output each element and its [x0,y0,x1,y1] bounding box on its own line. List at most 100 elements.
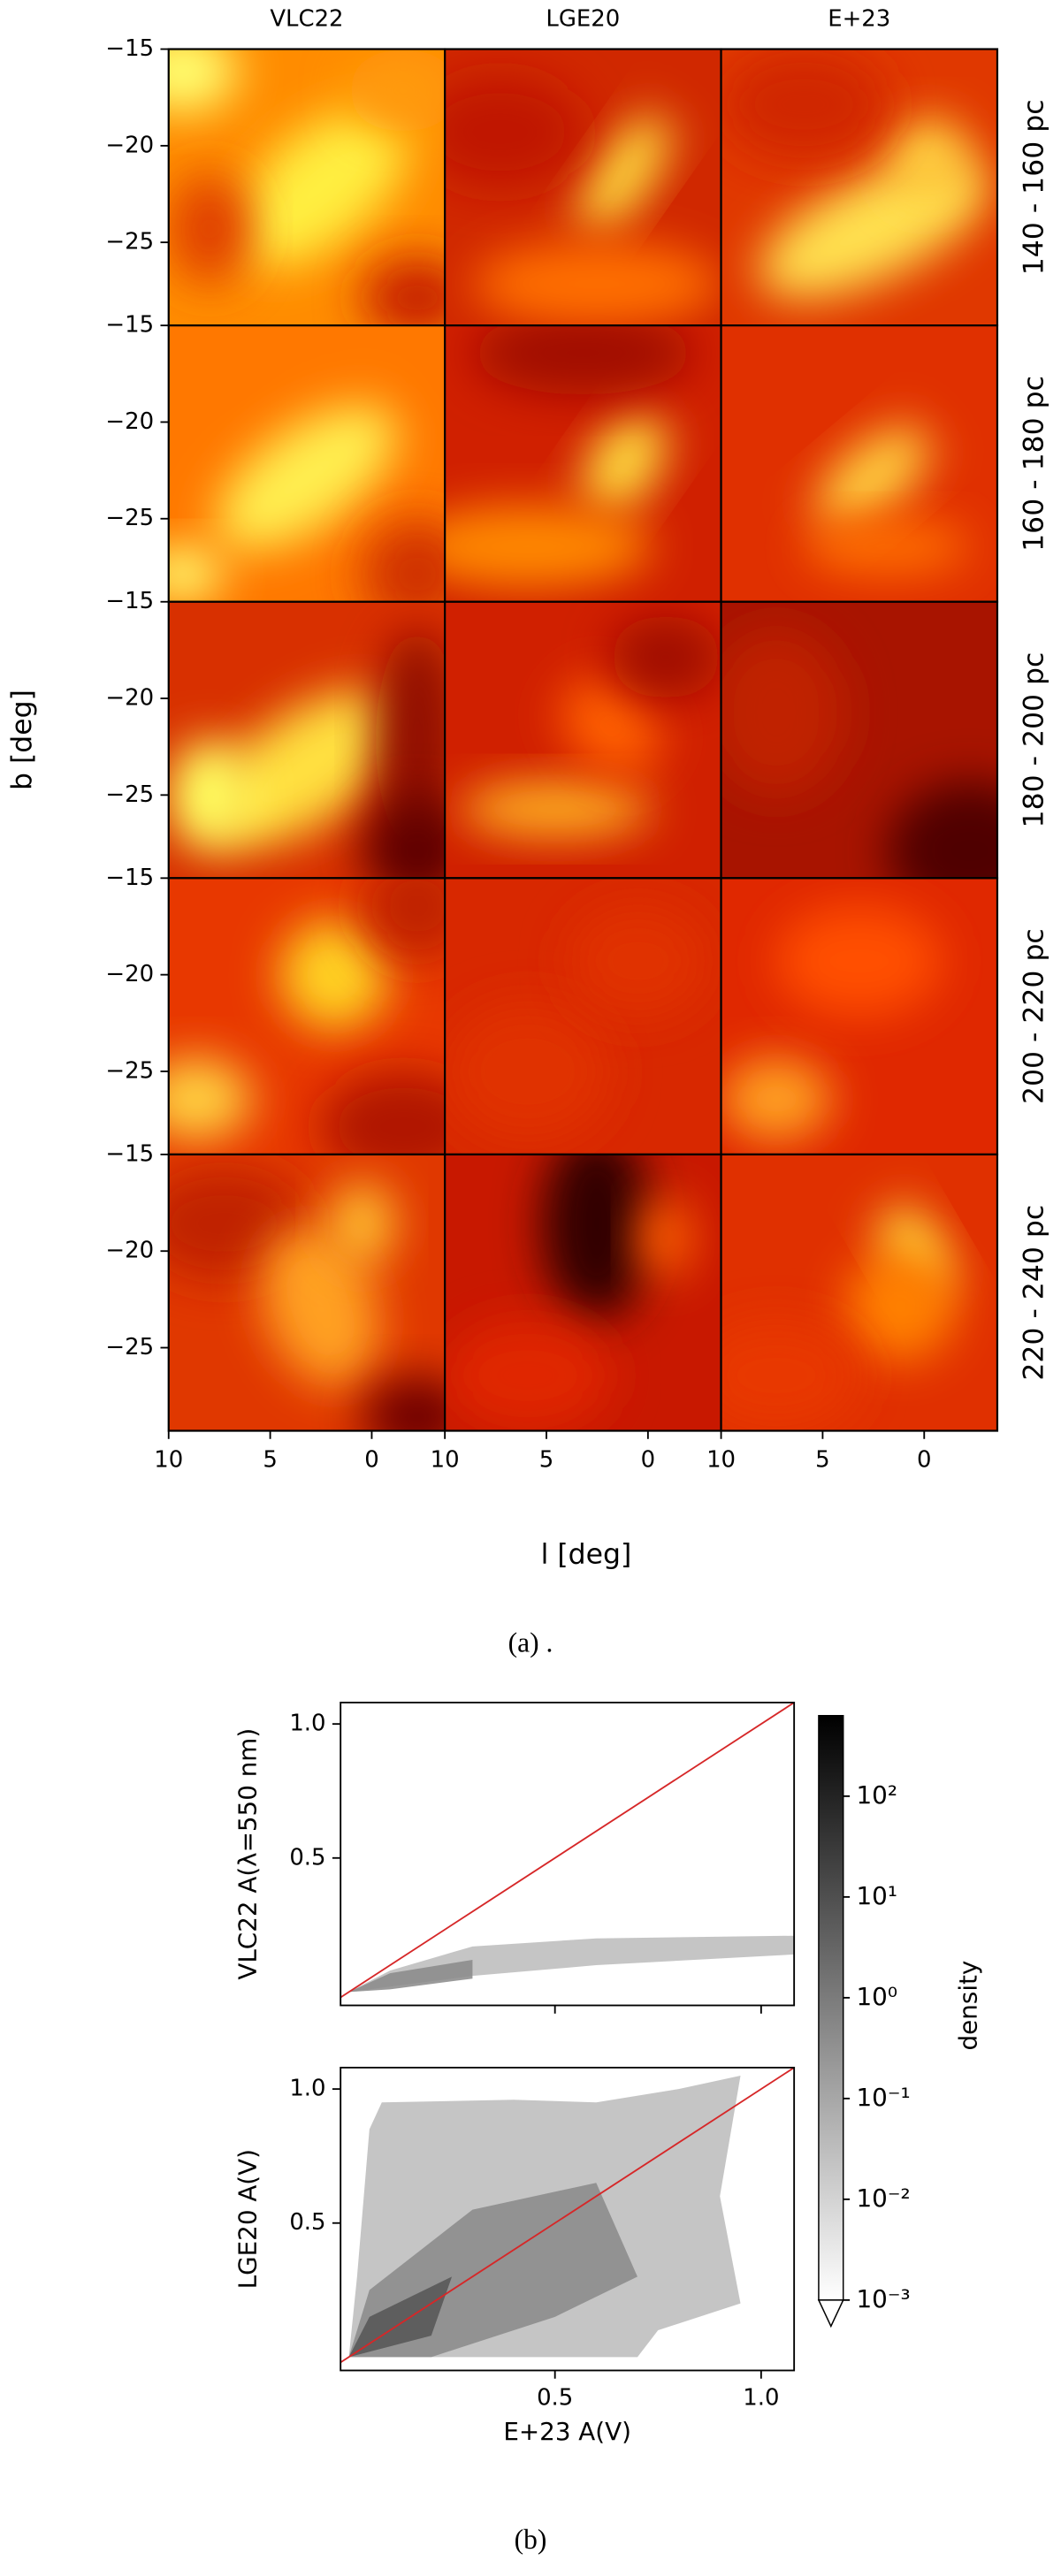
y-tick-label: −25 [105,229,154,255]
y-tick-label: −20 [105,132,154,158]
histogram [340,1702,795,1999]
density-region [348,1935,795,1993]
heatmap-panel [721,601,997,879]
heatmap-blob [362,518,446,602]
heatmap-blob [721,1320,859,1431]
heatmap-blob [721,1057,832,1141]
heatmap-blob [569,905,707,1017]
heatmap-panel [445,1154,721,1431]
heatmap-blob [216,404,398,551]
heatmap-blob [168,173,252,285]
heatmap-panel [168,601,446,879]
heatmap-blob [347,49,446,133]
row-label: 220 - 240 pc [1018,1205,1050,1381]
heatmap-blob [804,518,970,575]
x-tick-label: 5 [539,1446,553,1473]
colorbar-tick-label: 10⁻² [857,2184,911,2213]
row-label: 200 - 220 pc [1018,928,1050,1104]
heatmap-panel [445,878,721,1155]
y-tick-label: −15 [105,312,154,339]
heatmap-blob [362,1376,446,1431]
heatmap-blob [776,905,943,1017]
colorbar-label: density [953,1961,982,2051]
x-tick-label: 0 [364,1446,378,1473]
y-axis-label: VLC22 A(λ=550 nm) [233,1728,262,1980]
heatmap-blob [561,678,661,774]
y-tick-label: −15 [105,35,154,62]
y-tick-label: −15 [105,1140,154,1167]
heatmap-panel [721,49,997,326]
colorbar-extension [817,2299,844,2328]
density-region [348,2276,453,2358]
column-title: VLC22 [270,6,343,33]
x-tick-label: 0 [641,1446,655,1473]
colorbar [818,1714,844,2301]
heatmap-panel [168,49,446,326]
row-label: 140 - 160 pc [1018,99,1050,275]
row-label: 180 - 200 pc [1018,652,1050,828]
column-title: E+23 [828,6,890,33]
heatmap-blob [328,1182,395,1265]
heatmap-blob [578,114,670,232]
heatmap-blob [541,1154,653,1321]
heatmap-blob [845,1251,957,1362]
plot-frame [340,2066,796,2372]
histogram [340,2067,795,2364]
x-tick-label: 5 [815,1446,829,1473]
y-tick-label: −15 [105,588,154,614]
heatmap-blob [362,795,446,879]
density-region [348,1959,473,1993]
heatmap-blob [376,629,446,851]
y-tick-label: −25 [105,1334,154,1360]
x-tick-label: 0.5 [537,2384,573,2411]
y-tick-label: −20 [105,1238,154,1264]
heatmap-panel [168,325,446,602]
heatmap-blob [815,426,930,529]
x-axis-label: E+23 A(V) [503,2417,631,2446]
x-tick-label: 1.0 [743,2384,779,2411]
heatmap-blob [721,49,888,160]
caption: (b) [515,2524,547,2555]
heatmap-blob [233,107,408,267]
heatmap-panel [721,325,997,602]
panel-frame [720,1153,999,1432]
y-tick-label: −20 [105,685,154,712]
colorbar-tick-label: 10⁻³ [857,2284,911,2313]
y-tick-label: −25 [105,781,154,808]
y-tick-label: −25 [105,1057,154,1084]
x-axis-label: l [deg] [541,1538,632,1570]
y-tick-label: −20 [105,961,154,987]
diagonal [340,1702,795,1999]
heatmap-panel [445,601,721,879]
colorbar-tick-label: 10² [857,1780,897,1810]
heatmap-blob [445,76,584,187]
caption: (a) . [508,1627,553,1658]
heatmap-panel [168,878,446,1155]
heatmap-panel [721,1154,997,1431]
heatmap-blob [610,615,721,699]
plot-frame [340,1701,796,2007]
y-tick-label: −20 [105,408,154,435]
x-tick-label: 5 [263,1446,277,1473]
x-tick-label: 10 [431,1446,460,1473]
heatmap-blob [261,1226,380,1387]
heatmap-blob [362,256,446,326]
colorbar-tick-label: 10¹ [857,1881,897,1910]
heatmap-blob [583,414,667,513]
y-tick-label: 0.5 [289,2209,325,2236]
heatmap-blob [168,546,225,602]
heatmap-blob [362,878,446,962]
y-tick-label: 1.0 [289,1711,325,1737]
colorbar-tick-label: 10⁻¹ [857,2083,911,2112]
y-axis-label: LGE20 A(V) [233,2149,262,2289]
heatmap-blob [458,781,653,837]
y-tick-label: −15 [105,865,154,891]
heatmap-blob [445,505,653,589]
heatmap-blob [445,1002,611,1141]
y-axis-label: b [deg] [6,690,38,790]
heatmap-blob [472,242,721,326]
heatmap-blob [445,1320,611,1431]
heatmap-panel [445,325,721,602]
heatmap-blob [279,919,390,1031]
